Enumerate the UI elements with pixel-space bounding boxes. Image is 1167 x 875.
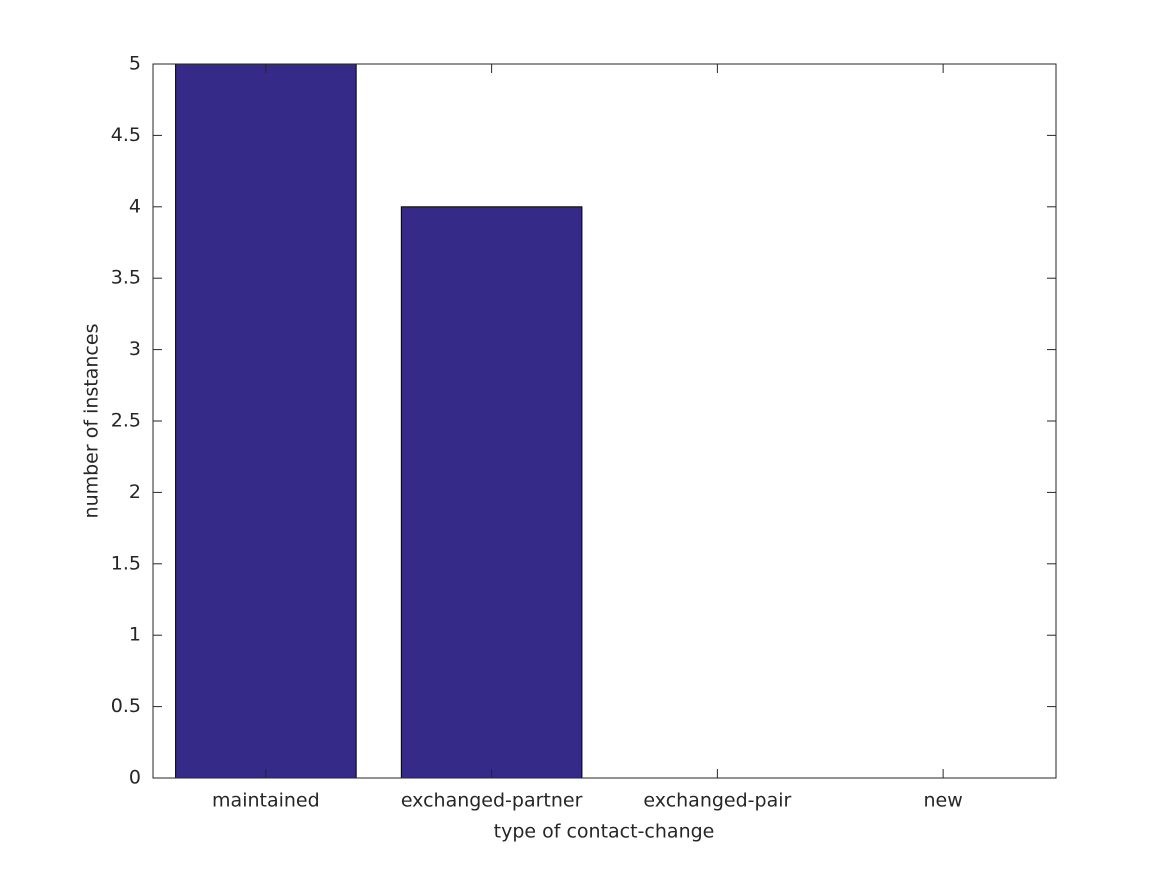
y-tick-label: 4 (129, 195, 141, 217)
y-tick-label: 2.5 (111, 410, 141, 432)
y-axis-label: number of instances (81, 324, 103, 519)
x-tick-label: new (923, 790, 962, 812)
x-axis-label: type of contact-change (494, 821, 715, 843)
y-tick-label: 4.5 (111, 124, 141, 146)
y-tick-label: 3 (129, 338, 141, 360)
y-tick-label: 2 (129, 481, 141, 503)
y-tick-label: 1.5 (111, 552, 141, 574)
y-tick-label: 0.5 (111, 695, 141, 717)
bar (400, 206, 583, 779)
y-tick-label: 3.5 (111, 267, 141, 289)
y-tick-label: 5 (129, 53, 141, 75)
x-tick-label: maintained (212, 790, 320, 812)
x-tick-label: exchanged-partner (401, 790, 583, 812)
y-tick-label: 0 (129, 767, 141, 789)
x-tick-label: exchanged-pair (643, 790, 791, 812)
y-tick-label: 1 (129, 624, 141, 646)
bar (175, 63, 357, 779)
